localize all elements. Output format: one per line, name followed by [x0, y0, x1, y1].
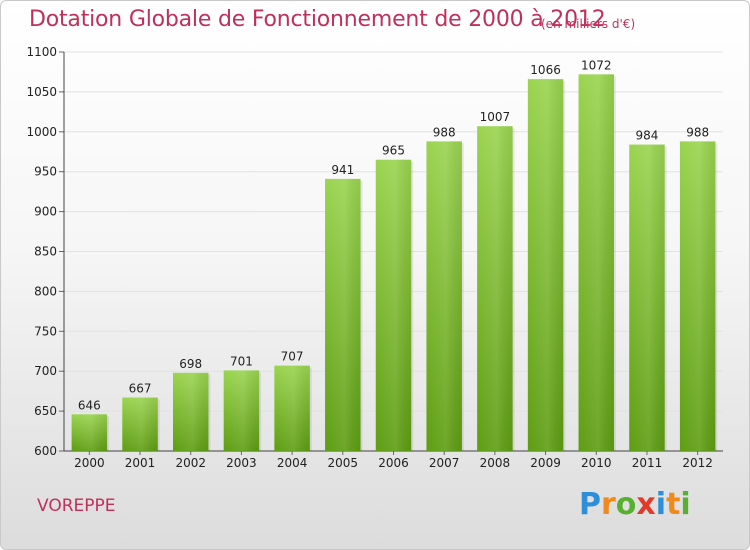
x-tick-label: 2004	[277, 456, 308, 470]
x-tick-label: 2010	[581, 456, 612, 470]
x-tick-label: 2011	[632, 456, 663, 470]
bar-highlight	[325, 178, 361, 451]
value-label: 941	[331, 163, 354, 177]
x-tick-label: 2001	[125, 456, 156, 470]
y-tick-label: 850	[34, 245, 57, 259]
logo-letter: i	[680, 487, 691, 522]
value-label: 707	[281, 350, 304, 364]
x-tick-label: 2006	[378, 456, 409, 470]
bar-highlight	[629, 144, 665, 451]
logo-letter: x	[636, 487, 656, 522]
y-tick-label: 1000	[26, 125, 57, 139]
x-tick-label: 2003	[226, 456, 257, 470]
commune-name: VOREPPE	[37, 496, 116, 516]
value-label: 698	[179, 357, 202, 371]
logo-letter: r	[601, 487, 616, 522]
chart-title: Dotation Globale de Fonctionnement de 20…	[29, 7, 606, 32]
y-tick-label: 1100	[26, 45, 57, 59]
y-tick-label: 1050	[26, 85, 57, 99]
y-tick-label: 950	[34, 165, 57, 179]
value-label: 984	[636, 129, 659, 143]
x-tick-label: 2007	[429, 456, 460, 470]
logo-letter: P	[579, 487, 601, 522]
value-label: 988	[433, 125, 456, 139]
bar-highlight	[527, 79, 564, 451]
value-label: 1072	[581, 58, 612, 72]
x-tick-label: 2008	[480, 456, 511, 470]
y-tick-label: 750	[34, 324, 57, 338]
value-label: 1066	[530, 63, 561, 77]
bar-highlight	[122, 397, 158, 451]
y-tick-label: 600	[34, 444, 57, 458]
y-tick-label: 800	[34, 284, 57, 298]
value-label: 646	[78, 398, 101, 412]
value-label: 667	[129, 382, 152, 396]
bar-highlight	[477, 126, 513, 452]
bar-highlight	[274, 365, 310, 451]
value-label: 965	[382, 144, 405, 158]
proxiti-logo[interactable]: Proxiti	[579, 487, 691, 522]
x-tick-label: 2002	[175, 456, 206, 470]
bar-highlight	[578, 74, 615, 452]
y-tick-label: 700	[34, 364, 57, 378]
x-tick-label: 2012	[682, 456, 713, 470]
bar-highlight	[71, 414, 108, 451]
logo-letter: o	[615, 487, 637, 522]
bar-highlight	[679, 141, 716, 451]
x-tick-label: 2005	[328, 456, 359, 470]
bar-highlight	[375, 159, 412, 452]
bar-highlight	[172, 372, 209, 451]
logo-letter: t	[666, 487, 681, 522]
logo-letter: i	[655, 487, 667, 522]
y-tick-label: 900	[34, 205, 57, 219]
y-tick-label: 650	[34, 404, 57, 418]
value-label: 1007	[480, 110, 511, 124]
value-label: 988	[686, 125, 709, 139]
x-tick-label: 2009	[530, 456, 561, 470]
bar-highlight	[223, 370, 260, 451]
chart-unit: (en milliers d'€)	[541, 17, 636, 31]
bar-highlight	[426, 141, 462, 451]
value-label: 701	[230, 354, 253, 368]
x-tick-label: 2000	[74, 456, 105, 470]
